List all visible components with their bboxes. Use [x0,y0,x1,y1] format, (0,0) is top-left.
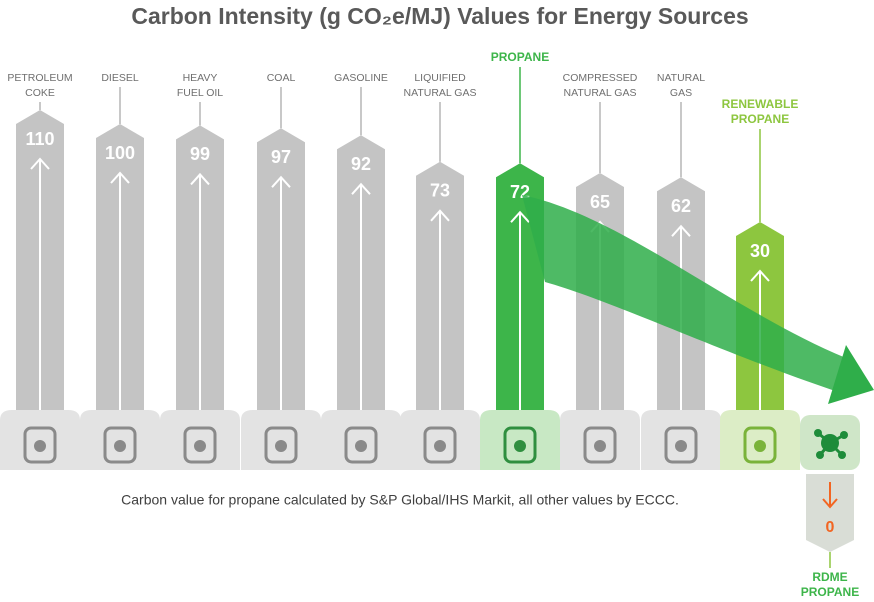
bar-arrow [671,224,691,237]
category-label: PROPANE [731,112,789,126]
icon [183,426,217,464]
footnote: Carbon value for propane calculated by S… [121,492,679,508]
category-label: GASOLINE [334,72,388,84]
value-label: 97 [271,147,291,167]
icon [514,440,526,452]
category-label: NATURAL GAS [404,87,477,99]
bar-arrow [271,175,291,188]
icon [275,440,287,452]
icon [344,426,378,464]
trend-arrow [522,195,874,404]
category-label: COKE [25,87,55,99]
icon [103,426,137,464]
bar-arrow [351,182,371,195]
icon [23,426,57,464]
column: COAL 97 [241,72,321,470]
icon [355,440,367,452]
category-label: COAL [267,72,296,84]
bar-arrow [110,171,130,184]
icon [675,440,687,452]
value-label: 99 [190,144,210,164]
column: NATURAL GAS 62 [641,72,721,470]
value-label: 65 [590,192,610,212]
category-label: PROPANE [801,585,859,599]
icon [434,440,446,452]
column: GASOLINE 92 [321,72,401,470]
category-label: NATURAL GAS [564,87,637,99]
column: PETROLEUM COKE 110 [0,72,80,470]
value-label: 92 [351,154,371,174]
trend-arrow-body [522,195,846,392]
icon [816,451,824,459]
column: LIQUIFIED NATURAL GAS 73 [400,72,480,470]
icon [594,440,606,452]
bar-arrow [190,172,210,186]
icon [754,440,766,452]
icon [264,426,298,464]
icon [840,431,848,439]
icon [34,440,46,452]
icon [583,426,617,464]
value-label: 30 [750,241,770,261]
category-label: PETROLEUM [7,72,72,84]
value-label: 100 [105,143,135,163]
icon [423,426,457,464]
icon [114,440,126,452]
value-label: 0 [826,519,835,536]
category-label: HEAVY [183,72,218,84]
category-label: PROPANE [491,50,549,64]
icon [664,426,698,464]
bar-arrow [510,210,530,223]
column: HEAVY FUEL OIL 99 [160,72,240,470]
bar [806,474,854,552]
icon [194,440,206,452]
icon [838,451,846,459]
category-label: DIESEL [101,72,139,84]
trend-arrow-head [828,345,874,404]
category-label: GAS [670,87,692,99]
chart-title: Carbon Intensity (g CO₂e/MJ) Values for … [131,3,748,29]
icon [743,426,777,464]
value-label: 73 [430,181,450,201]
bar-arrow [430,209,450,222]
bar-arrow [822,498,838,509]
column: DIESEL 100 [80,72,160,470]
category-label: COMPRESSED [563,72,638,84]
bar-arrow [30,157,50,170]
category-label: NATURAL [657,72,705,84]
category-label: LIQUIFIED [414,72,466,84]
value-label: 62 [671,196,691,216]
value-label: 110 [25,129,54,149]
bar-arrow [750,269,770,282]
icon [503,426,537,464]
icon [814,429,822,437]
category-label: RDME [812,570,847,584]
category-label: RENEWABLE [722,97,799,111]
category-label: FUEL OIL [177,87,223,99]
